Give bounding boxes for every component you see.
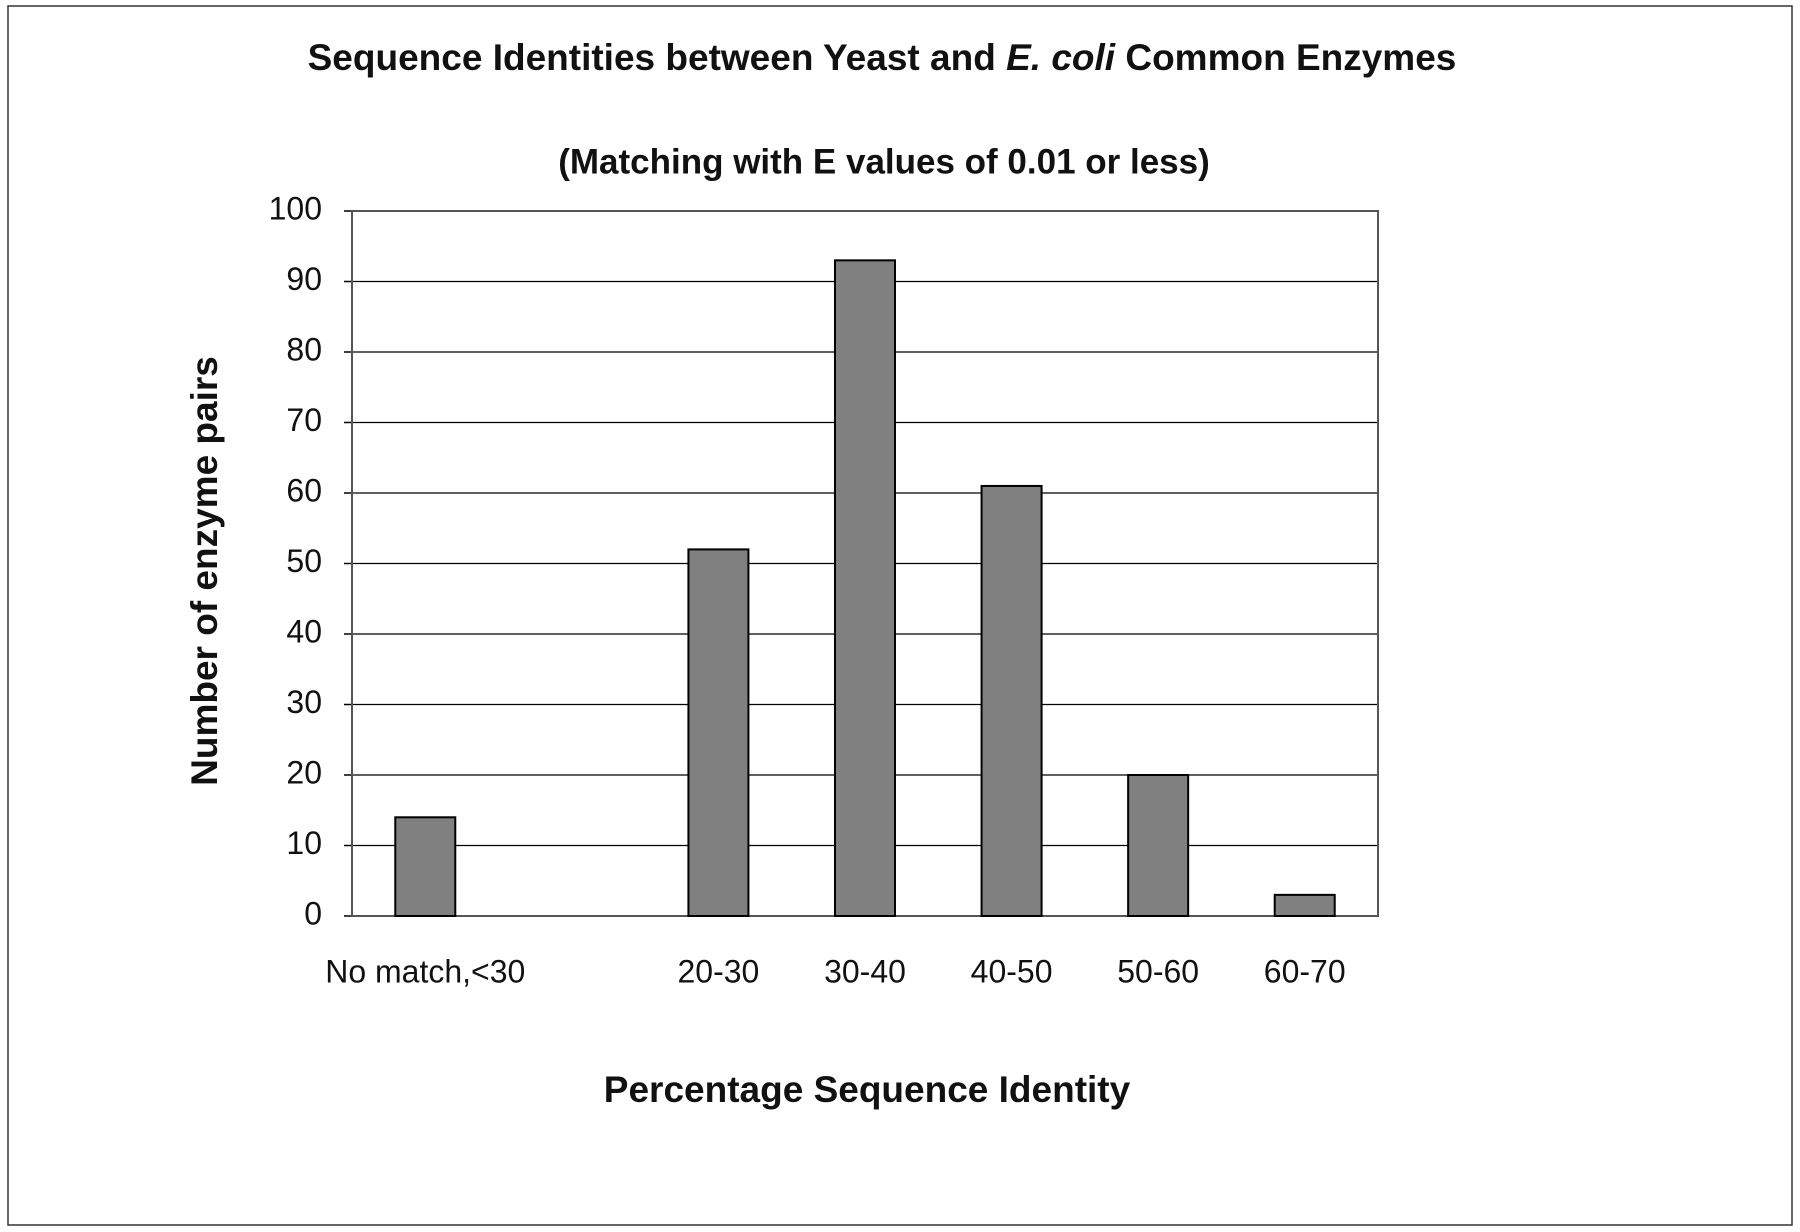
y-tick-label: 20 [286, 754, 322, 790]
y-tick-label: 100 [269, 190, 322, 226]
y-tick-label: 70 [286, 402, 322, 438]
x-tick-label: 40-50 [971, 953, 1053, 989]
bar [1127, 774, 1190, 917]
title-part: Common Enzymes [1115, 37, 1456, 78]
title-part: Sequence Identities between Yeast and [308, 37, 1006, 78]
title-part: E. coli [1006, 37, 1116, 78]
chart-title: Sequence Identities between Yeast and E.… [308, 37, 1457, 78]
frame [7, 5, 1793, 1226]
y-tick-label: 50 [286, 543, 322, 579]
bar [394, 816, 457, 917]
y-tick-label: 10 [286, 825, 322, 861]
x-tick-label: 30-40 [824, 953, 906, 989]
y-tick-label: 30 [286, 684, 322, 720]
x-axis-title: Percentage Sequence Identity [604, 1069, 1131, 1110]
chart-subtitle: (Matching with E values of 0.01 or less) [558, 142, 1210, 181]
x-tick-label: No match,<30 [325, 953, 525, 989]
bar [1273, 893, 1336, 917]
y-tick-label: 80 [286, 331, 322, 367]
x-tick-label: 20-30 [678, 953, 760, 989]
y-tick-label: 0 [304, 895, 322, 931]
x-tick-label: 50-60 [1117, 953, 1199, 989]
bar [834, 259, 896, 918]
y-tick-label: 90 [286, 261, 322, 297]
bar [687, 548, 750, 918]
bar [980, 484, 1043, 917]
y-axis-title: Number of enzyme pairs [184, 356, 225, 786]
y-tick-label: 40 [286, 613, 322, 649]
y-tick-label: 60 [286, 472, 322, 508]
x-tick-label: 60-70 [1264, 953, 1346, 989]
